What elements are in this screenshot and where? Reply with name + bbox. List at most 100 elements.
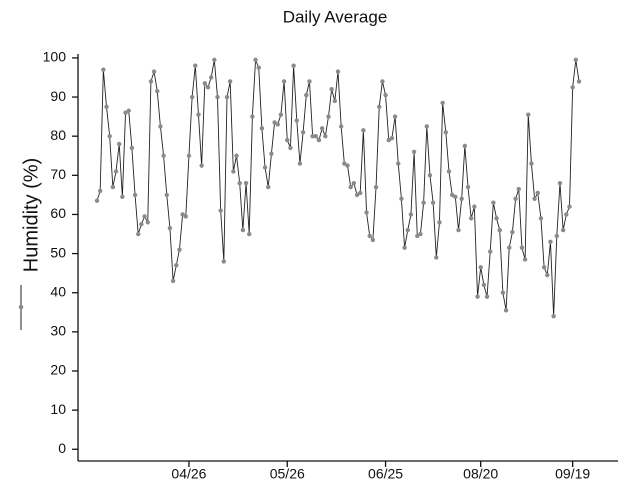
point xyxy=(468,216,474,221)
point xyxy=(475,294,480,299)
point xyxy=(329,87,334,92)
point xyxy=(227,79,233,84)
point xyxy=(266,184,271,190)
point xyxy=(151,69,157,74)
point xyxy=(573,57,579,63)
y-tick-label: 70 xyxy=(50,166,66,182)
point xyxy=(116,141,122,147)
point xyxy=(155,88,160,94)
point xyxy=(567,204,572,209)
point xyxy=(120,194,125,200)
point xyxy=(361,128,366,133)
point xyxy=(237,180,242,186)
point xyxy=(551,314,556,319)
point xyxy=(453,194,458,200)
point xyxy=(94,198,100,203)
point xyxy=(399,196,404,201)
point xyxy=(427,173,433,178)
point xyxy=(545,272,550,278)
point xyxy=(208,75,214,80)
point xyxy=(139,222,144,227)
point xyxy=(415,233,420,239)
point xyxy=(484,294,490,299)
point xyxy=(110,184,116,190)
point xyxy=(224,94,230,100)
point xyxy=(196,112,201,117)
point xyxy=(364,210,369,215)
point xyxy=(373,184,379,190)
point xyxy=(510,229,515,235)
point xyxy=(462,143,468,149)
point xyxy=(310,133,315,139)
point xyxy=(465,184,471,190)
point xyxy=(513,196,518,201)
point xyxy=(459,196,464,201)
point xyxy=(405,227,410,233)
point xyxy=(564,212,569,217)
point xyxy=(288,145,293,151)
point xyxy=(478,265,483,270)
point xyxy=(186,153,192,158)
point xyxy=(319,126,325,131)
point xyxy=(262,165,268,170)
point xyxy=(332,98,338,104)
point xyxy=(421,200,426,205)
point xyxy=(180,212,185,217)
point xyxy=(113,169,119,174)
point xyxy=(174,263,179,268)
point xyxy=(449,192,455,198)
point xyxy=(161,153,166,158)
y-tick-label: 50 xyxy=(50,244,66,260)
point xyxy=(104,104,109,110)
point xyxy=(437,220,442,225)
point xyxy=(177,247,182,252)
point xyxy=(304,92,309,98)
point xyxy=(215,94,220,100)
y-tick-label: 30 xyxy=(50,323,66,339)
point xyxy=(342,161,347,166)
point xyxy=(212,57,217,63)
point xyxy=(269,151,274,156)
x-tick-label: 08/20 xyxy=(463,466,498,482)
point xyxy=(402,245,407,250)
point xyxy=(281,79,287,84)
legend-symbol xyxy=(18,285,24,330)
point xyxy=(234,153,239,158)
point xyxy=(522,257,528,262)
point xyxy=(507,245,512,250)
point xyxy=(383,92,388,98)
point xyxy=(557,180,563,186)
chart-title: Daily Average xyxy=(283,7,388,26)
point xyxy=(532,196,537,201)
point xyxy=(541,265,547,270)
point xyxy=(193,63,198,68)
point xyxy=(170,278,176,284)
point xyxy=(418,231,423,237)
point xyxy=(313,133,319,139)
point xyxy=(202,81,208,86)
y-tick-label: 0 xyxy=(58,440,66,456)
point xyxy=(516,186,521,192)
point xyxy=(291,63,296,68)
point xyxy=(132,192,138,198)
point xyxy=(526,112,531,117)
point xyxy=(472,204,477,209)
point xyxy=(408,212,414,217)
point xyxy=(278,112,284,117)
point xyxy=(494,216,499,221)
point xyxy=(488,249,493,254)
y-tick-label: 90 xyxy=(50,88,66,104)
point xyxy=(275,122,280,127)
x-tick-label: 06/25 xyxy=(368,466,403,482)
point xyxy=(97,188,103,194)
point xyxy=(430,200,436,205)
point xyxy=(285,137,290,143)
y-tick-label: 60 xyxy=(50,205,66,221)
point xyxy=(380,79,385,84)
point xyxy=(294,118,299,123)
point xyxy=(576,79,582,84)
point xyxy=(351,180,357,186)
point xyxy=(231,169,236,174)
point xyxy=(354,192,360,198)
